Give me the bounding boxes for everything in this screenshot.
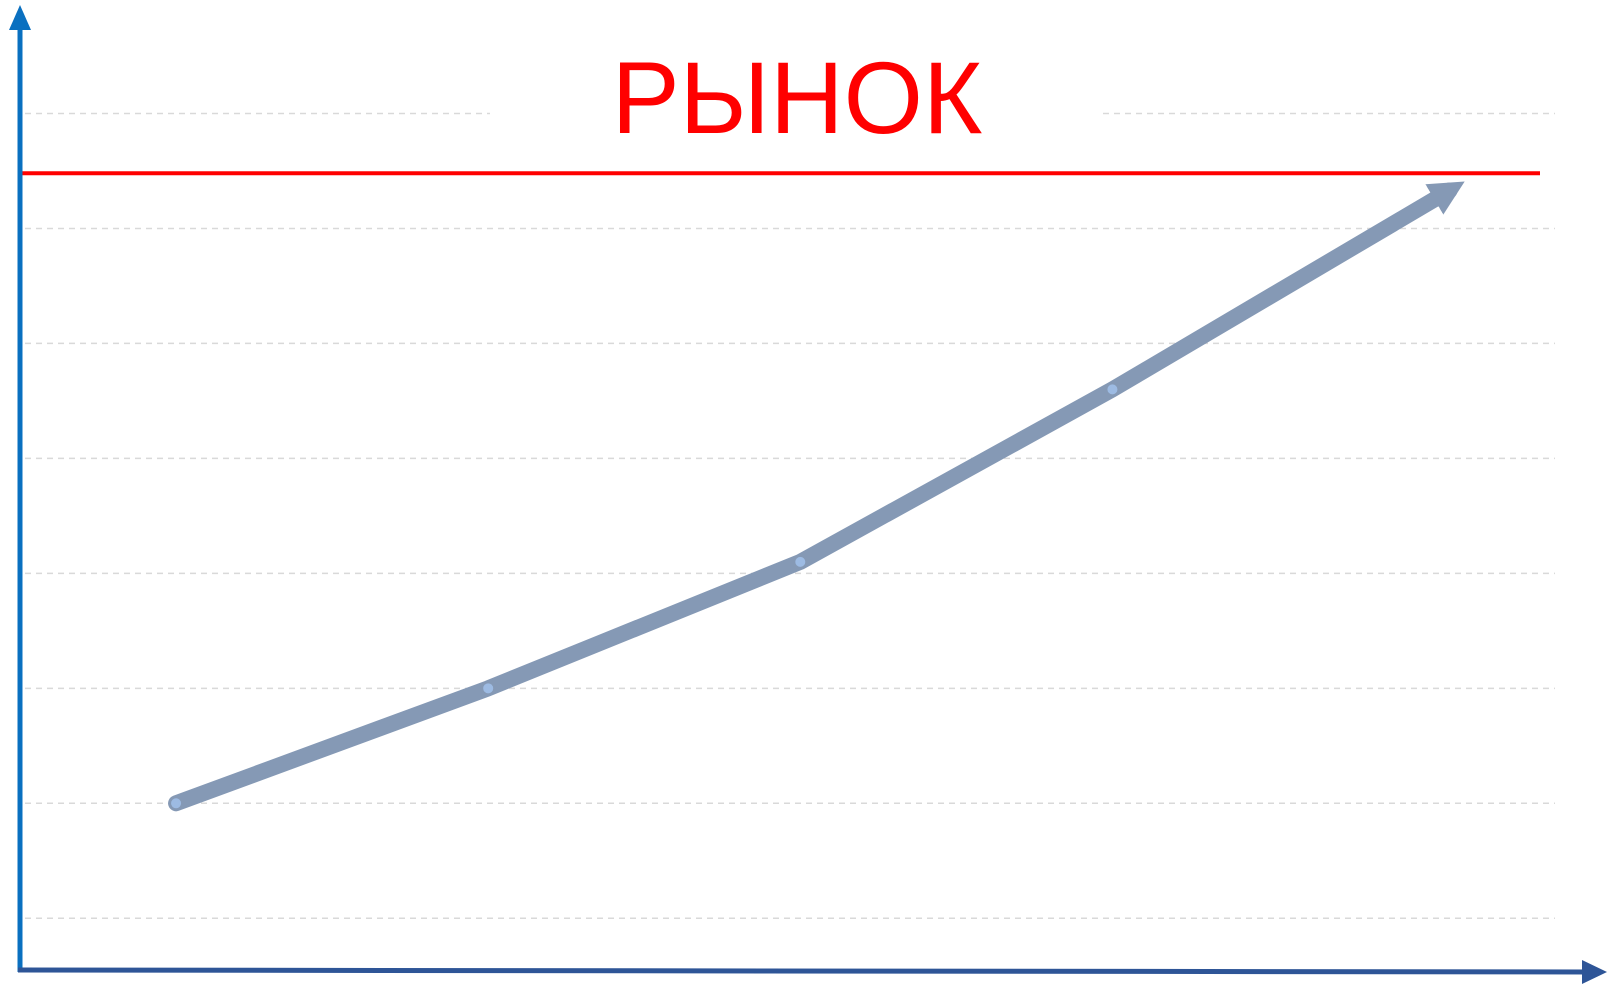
point [795,556,806,567]
line-series [168,181,1465,812]
x-axis [17,967,1591,975]
y-axis-arrow [9,5,31,30]
point [171,798,182,809]
point [483,683,494,694]
title-backdrop [490,50,1100,150]
reference-label: РЫНОК [612,41,983,155]
x-axis-arrow [1582,960,1607,984]
point [1107,384,1118,395]
